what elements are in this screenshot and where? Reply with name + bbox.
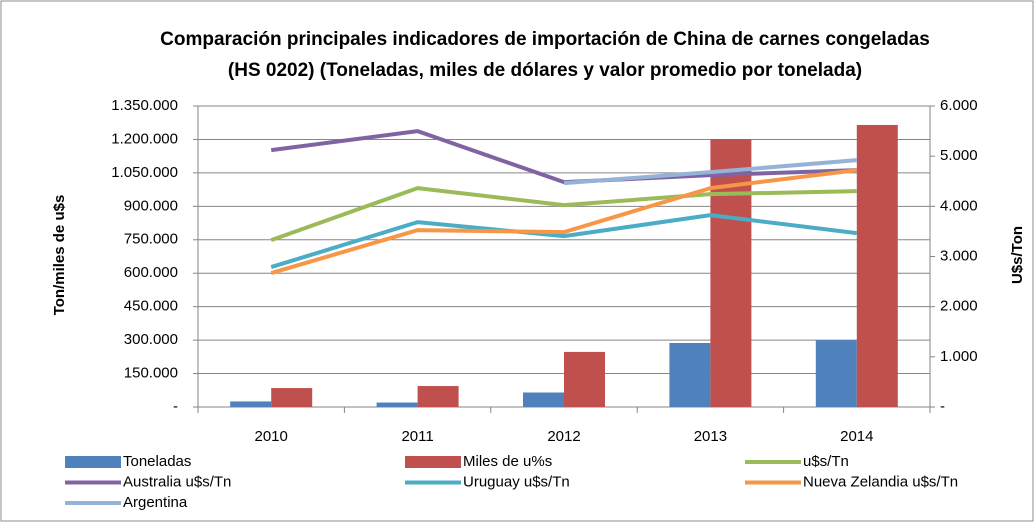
- legend-label: Uruguay u$s/Tn: [463, 473, 570, 490]
- y-tick-label: 150.000: [124, 365, 178, 382]
- y2-axis-title: U$s/Ton: [1009, 226, 1026, 284]
- chart-title: Comparación principales indicadores de i…: [160, 29, 930, 81]
- bar: [417, 386, 459, 407]
- bar: [230, 401, 272, 407]
- x-tick-label: 2014: [840, 428, 873, 445]
- y2-tick-label: 5.000: [940, 147, 978, 164]
- y2-tick-label: 6.000: [940, 97, 978, 114]
- y2-tick-label: 4.000: [940, 197, 978, 214]
- bar: [376, 402, 418, 407]
- legend-label: u$s/Tn: [803, 453, 849, 470]
- x-tick-label: 2011: [401, 428, 433, 445]
- line: [270, 168, 858, 276]
- legend-label: Miles de u%s: [463, 453, 552, 470]
- y-tick-label: 900.000: [124, 197, 178, 214]
- y2-tick-label: 2.000: [940, 298, 978, 315]
- line: [270, 186, 857, 242]
- y2-tick-label: 1.000: [940, 348, 978, 365]
- legend-label: Toneladas: [123, 453, 191, 470]
- line: [563, 158, 857, 186]
- y-tick-label: 450.000: [124, 298, 178, 315]
- y-tick-label: 750.000: [124, 231, 178, 248]
- y-axis-title: Ton/miles de u$s: [51, 195, 68, 316]
- bar: [523, 392, 564, 407]
- legend-label: Australia u$s/Tn: [123, 473, 231, 490]
- y2-tick-label: -: [940, 398, 945, 415]
- bar: [815, 340, 857, 407]
- y-tick-label: 300.000: [124, 331, 178, 348]
- y2-tick-label: 3.000: [940, 247, 978, 264]
- line: [270, 213, 858, 269]
- legend-swatch: [65, 456, 121, 468]
- x-tick-label: 2012: [547, 428, 580, 445]
- y-tick-label: -: [173, 398, 178, 415]
- y-tick-label: 600.000: [124, 264, 178, 281]
- legend-label: Nueva Zelandia u$s/Tn: [803, 473, 958, 490]
- y-tick-label: 1.050.000: [111, 164, 178, 181]
- bar: [856, 124, 898, 408]
- y-tick-label: 1.350.000: [111, 97, 178, 114]
- x-tick-label: 2010: [255, 428, 288, 445]
- bar: [271, 388, 313, 407]
- legend-label: Argentina: [123, 494, 188, 511]
- bar: [710, 138, 752, 407]
- bar: [669, 343, 711, 407]
- bar: [564, 351, 605, 407]
- y-tick-label: 1.200.000: [111, 130, 178, 147]
- x-tick-label: 2013: [694, 428, 727, 445]
- legend-swatch: [405, 456, 461, 468]
